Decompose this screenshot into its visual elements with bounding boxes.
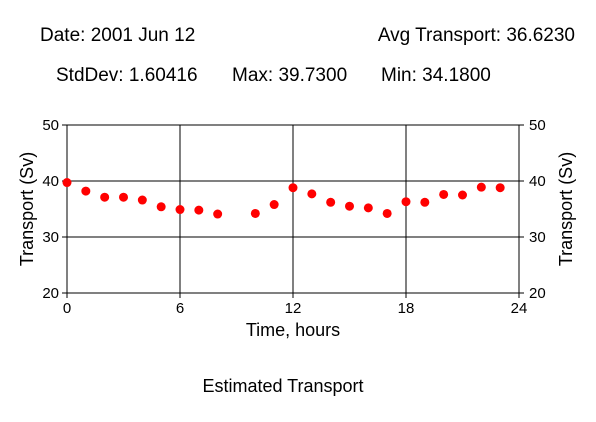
min-label: Min: 34.1800 — [381, 65, 491, 86]
y-tick-label-right: 40 — [529, 173, 546, 190]
data-point — [194, 205, 204, 215]
grid-lines — [67, 125, 519, 293]
data-point — [439, 189, 449, 199]
data-point — [156, 202, 166, 212]
data-point — [288, 183, 298, 193]
data-point — [307, 189, 317, 199]
data-point — [458, 190, 467, 200]
data-point — [100, 192, 110, 202]
y-tick-label-left: 50 — [42, 117, 59, 134]
data-point — [250, 208, 260, 218]
data-point — [345, 201, 354, 211]
y-axis-label-right: Transport (Sv) — [556, 152, 576, 266]
data-point — [382, 208, 392, 218]
x-tick-label: 0 — [63, 300, 71, 317]
data-point — [476, 182, 486, 192]
data-point — [363, 203, 373, 213]
y-tick-label-right: 50 — [529, 117, 546, 134]
max-label: Max: 39.7300 — [232, 65, 347, 86]
x-tick-label: 18 — [398, 300, 415, 317]
data-point — [175, 205, 185, 215]
y-axis-label-left: Transport (Sv) — [17, 152, 37, 266]
data-points — [62, 178, 505, 219]
x-tick-label: 24 — [511, 300, 528, 317]
data-point — [495, 183, 505, 193]
y-tick-label-left: 30 — [42, 229, 59, 246]
data-point — [213, 209, 223, 219]
data-point — [420, 197, 430, 207]
y-tick-label-left: 20 — [42, 285, 59, 302]
data-point — [119, 192, 128, 202]
data-point — [401, 197, 411, 207]
date-label: Date: 2001 Jun 12 — [40, 25, 195, 46]
data-point — [269, 200, 279, 210]
x-tick-label: 12 — [285, 300, 302, 317]
y-tick-label-right: 20 — [529, 285, 546, 302]
data-point — [137, 195, 147, 205]
data-point — [81, 186, 91, 196]
data-point — [326, 197, 336, 207]
stddev-label: StdDev: 1.60416 — [56, 65, 198, 86]
chart-caption: Estimated Transport — [202, 376, 363, 396]
avg-transport-label: Avg Transport: 36.6230 — [378, 25, 575, 46]
y-tick-label-right: 30 — [529, 229, 546, 246]
data-point — [62, 178, 72, 188]
x-axis-label: Time, hours — [246, 320, 340, 340]
y-tick-label-left: 40 — [42, 173, 59, 190]
x-tick-label: 6 — [176, 300, 184, 317]
